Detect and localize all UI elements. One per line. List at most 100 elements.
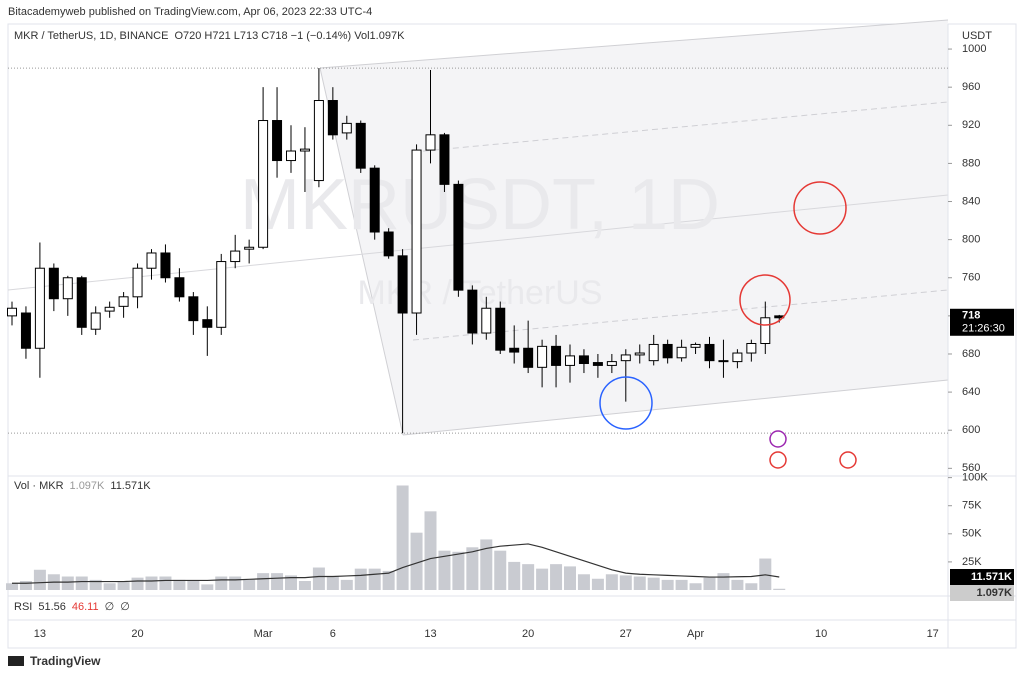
candle-body — [662, 343, 673, 359]
candle-body — [551, 345, 562, 366]
volume-bar — [633, 576, 646, 590]
last-price-box — [950, 308, 1014, 336]
volume-bar — [773, 588, 786, 590]
candle-body — [439, 134, 450, 185]
volume-bar — [312, 567, 325, 590]
volume-bar — [396, 485, 409, 590]
volume-bar — [703, 577, 716, 590]
x-tick-label: 10 — [815, 628, 827, 640]
volume-bar — [689, 583, 702, 590]
candle-body — [760, 317, 771, 345]
volume-bar — [243, 579, 256, 590]
volume-bar — [145, 576, 158, 590]
candle-body — [216, 261, 227, 328]
x-tick-label: 13 — [424, 628, 436, 640]
volume-bar — [326, 576, 339, 590]
volume-bar — [452, 551, 465, 590]
candle-body — [495, 307, 506, 351]
candle-body — [104, 306, 115, 312]
candle-body — [746, 343, 757, 354]
volume-bar — [354, 568, 367, 590]
volume-bar — [271, 573, 284, 590]
annotation-circle — [793, 181, 847, 235]
volume-bar — [536, 568, 549, 590]
volume-bar — [117, 582, 130, 590]
volume-bar — [605, 574, 618, 590]
candle-body — [397, 255, 408, 314]
y-tick-label: 560 — [962, 462, 980, 474]
volume-bar — [661, 579, 674, 590]
candle-body — [202, 319, 213, 328]
candle-body — [20, 312, 31, 349]
rsi-placeholder: ∅ — [120, 601, 130, 613]
candle-body — [383, 231, 394, 257]
candle-body — [230, 250, 241, 263]
candle-body — [453, 183, 464, 291]
volume-bar — [187, 581, 200, 590]
x-tick-label: Mar — [254, 628, 273, 640]
candle-body — [7, 307, 17, 317]
candle-body — [132, 267, 143, 298]
candle-body — [523, 347, 534, 368]
brand-logo — [8, 656, 24, 666]
volume-bar — [103, 583, 116, 590]
rsi-name: RSI — [14, 601, 32, 613]
event-icon[interactable] — [769, 451, 787, 469]
volume-bar — [89, 579, 102, 590]
candle-body — [174, 277, 185, 298]
rsi-legend: RSI 51.56 46.11 ∅ ∅ — [14, 601, 130, 613]
y-tick-label: 800 — [962, 234, 980, 246]
volume-legend: Vol · MKR 1.097K 11.571K — [14, 480, 151, 492]
candle-body — [62, 277, 73, 300]
symbol-legend: MKR / TetherUS, 1D, BINANCE O720 H721 L71… — [14, 30, 405, 42]
y-tick-label: 25K — [962, 556, 982, 568]
candle-body — [146, 252, 157, 269]
volume-bar — [410, 532, 423, 590]
y-tick-label: 880 — [962, 157, 980, 169]
volume-bar — [591, 578, 604, 590]
candle-body — [425, 134, 436, 151]
y-tick-label: 760 — [962, 272, 980, 284]
candle-body — [537, 345, 548, 368]
event-icon[interactable] — [839, 451, 857, 469]
event-icon[interactable] — [769, 430, 787, 448]
x-tick-label: 20 — [522, 628, 534, 640]
volume-bar — [257, 573, 270, 590]
volume-bar — [382, 570, 395, 590]
volume-bar — [340, 579, 353, 590]
candle-body — [467, 289, 478, 334]
candle-body — [90, 312, 101, 330]
volume-bar — [647, 577, 660, 590]
volume-bar — [229, 576, 242, 590]
volume-bar — [494, 550, 507, 590]
x-tick-label: 20 — [131, 628, 143, 640]
candle-body — [718, 360, 729, 363]
candle-body — [160, 252, 171, 279]
volume-bar — [550, 564, 563, 590]
rsi-placeholder: ∅ — [105, 601, 115, 613]
x-tick-label: Apr — [687, 628, 704, 640]
volume-bar — [424, 511, 437, 590]
x-tick-label: 27 — [620, 628, 632, 640]
candle-body — [341, 122, 352, 134]
volume-bar — [522, 564, 535, 590]
published-line: Bitacademyweb published on TradingView.c… — [8, 6, 372, 18]
channel-line — [319, 19, 949, 69]
y-tick-label: 100K — [962, 472, 988, 484]
ohlc-summary: O720 H721 L713 C718 −1 (−0.14%) Vol1.097… — [174, 30, 405, 42]
y-tick-label: 960 — [962, 81, 980, 93]
candle-body — [272, 120, 283, 162]
countdown-label: 21:26:30 — [962, 323, 1005, 335]
y-tick-label: 600 — [962, 424, 980, 436]
brand: TradingView — [30, 654, 101, 668]
candle-body — [327, 100, 338, 136]
volume-bar — [201, 584, 214, 590]
candle-body — [676, 346, 687, 359]
marks: 5606006406807207608008408809209601000132… — [6, 43, 1014, 640]
y-axis-label: USDT — [962, 30, 992, 42]
volume-bar — [6, 583, 18, 590]
candle-body — [48, 267, 59, 300]
y-tick-label: 50K — [962, 528, 982, 540]
